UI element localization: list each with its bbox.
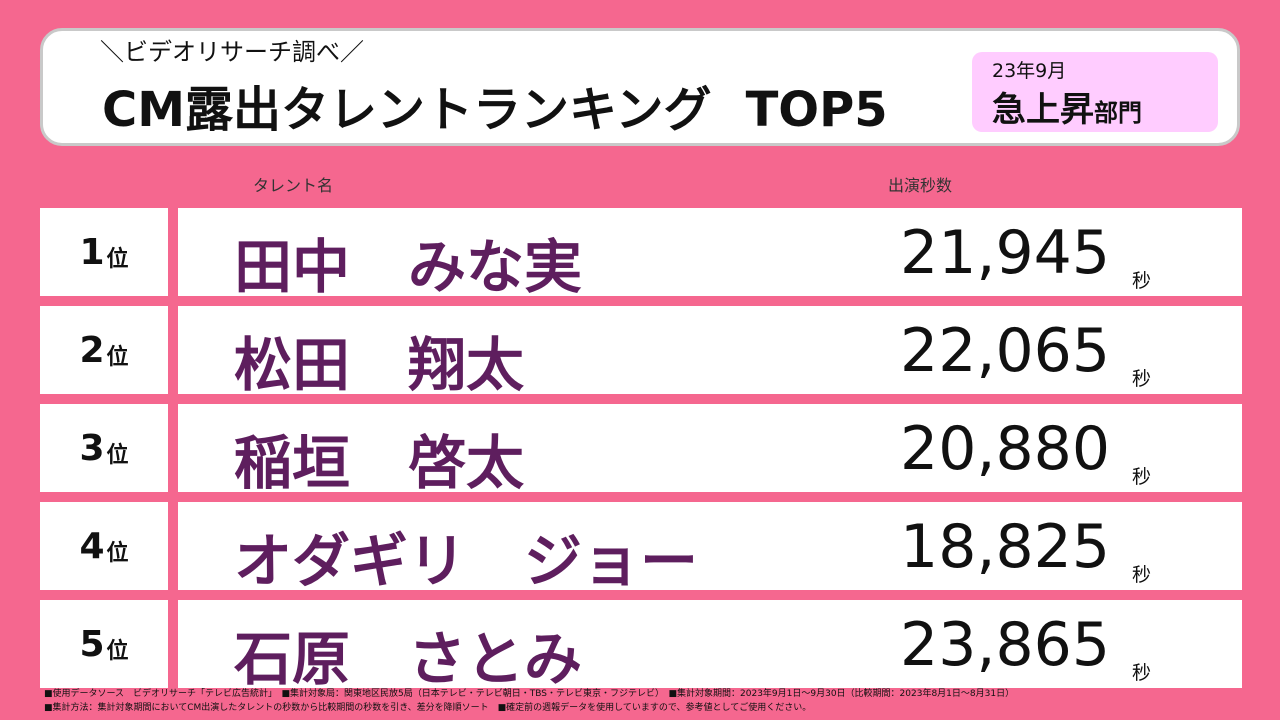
appearance-seconds: 23,865 [900,610,1110,680]
footer-notes: ■使用データソース ビデオリサーチ「テレビ広告統計」 ■集計対象局：関東地区民放… [44,687,1244,715]
tag-date: 23年9月 [992,60,1067,82]
title-text: CM露出タレントランキング [102,82,712,138]
rank-number: 1 [79,231,105,273]
appearance-seconds: 20,880 [900,414,1110,484]
ranking-row: オダギリ ジョー 18,825 秒 [178,502,1242,595]
ranking-row: 石原 さとみ 23,865 秒 [178,600,1242,693]
footer-line-2: ■集計方法：集計対象期間においてCM出演したタレントの秒数から比較期間の秒数を引… [44,703,812,713]
seconds-unit: 秒 [1132,368,1152,390]
talent-name: オダギリ ジョー [234,527,699,595]
appearance-seconds: 22,065 [900,316,1110,386]
talent-name: 田中 みな実 [234,233,583,301]
column-header-name: タレント名 [253,176,334,195]
rank-number: 5 [79,623,105,665]
rank-suffix: 位 [106,443,129,468]
ranking-row: 松田 翔太 22,065 秒 [178,306,1242,399]
ranking-row: 稲垣 啓太 20,880 秒 [178,404,1242,497]
page-title: CM露出タレントランキング TOP5 [102,70,888,140]
ranking-row: 田中 みな実 21,945 秒 [178,208,1242,301]
rank-number: 3 [79,427,105,469]
category-tag: 23年9月 急上昇部門 [972,52,1218,132]
rank-suffix: 位 [106,247,129,272]
rank-suffix: 位 [106,639,129,664]
tag-category: 急上昇部門 [992,82,1142,131]
appearance-seconds: 18,825 [900,512,1110,582]
tag-category-suffix: 部門 [1094,99,1142,127]
talent-name: 松田 翔太 [234,331,525,399]
seconds-unit: 秒 [1132,662,1152,684]
column-header-seconds: 出演秒数 [888,176,953,195]
tag-category-main: 急上昇 [992,90,1094,130]
rank-number: 2 [79,329,105,371]
seconds-unit: 秒 [1132,564,1152,586]
seconds-unit: 秒 [1132,270,1152,292]
footer-line-1: ■使用データソース ビデオリサーチ「テレビ広告統計」 ■集計対象局：関東地区民放… [44,689,1015,699]
talent-name: 稲垣 啓太 [234,429,525,497]
talent-name: 石原 さとみ [234,625,583,693]
rank-suffix: 位 [106,541,129,566]
rank-suffix: 位 [106,345,129,370]
appearance-seconds: 21,945 [900,218,1110,288]
seconds-unit: 秒 [1132,466,1152,488]
subtitle: ＼ビデオリサーチ調べ／ [100,38,364,66]
rank-number: 4 [79,525,105,567]
title-suffix: TOP5 [745,82,888,138]
